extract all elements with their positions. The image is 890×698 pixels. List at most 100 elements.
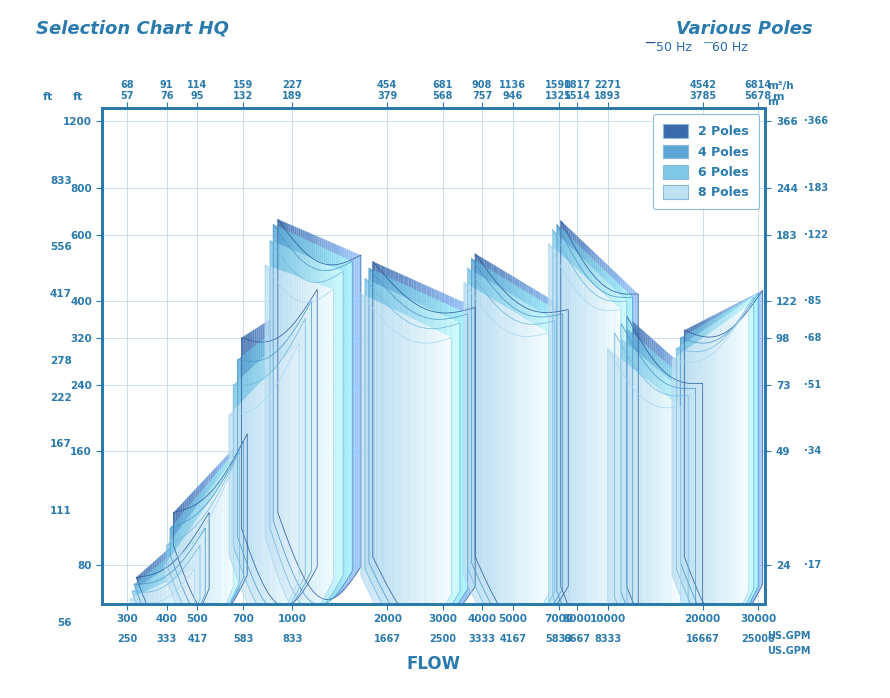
Polygon shape — [408, 299, 410, 637]
Polygon shape — [617, 306, 619, 623]
Polygon shape — [418, 291, 421, 634]
Polygon shape — [140, 593, 141, 630]
Polygon shape — [218, 463, 220, 618]
Polygon shape — [241, 400, 243, 593]
Polygon shape — [231, 467, 233, 591]
Polygon shape — [303, 230, 304, 579]
Text: ·183: ·183 — [805, 183, 829, 193]
Polygon shape — [161, 571, 163, 651]
Polygon shape — [328, 250, 330, 602]
Polygon shape — [627, 283, 628, 630]
Polygon shape — [384, 288, 386, 611]
Polygon shape — [622, 360, 624, 641]
Polygon shape — [174, 533, 176, 588]
Polygon shape — [256, 327, 258, 574]
Polygon shape — [422, 305, 425, 637]
Polygon shape — [453, 320, 455, 603]
Text: 1136: 1136 — [499, 80, 526, 90]
Polygon shape — [496, 266, 498, 604]
Polygon shape — [579, 272, 581, 664]
Polygon shape — [742, 304, 744, 612]
Polygon shape — [179, 505, 181, 566]
Polygon shape — [667, 352, 668, 654]
Polygon shape — [662, 392, 664, 652]
Polygon shape — [327, 265, 328, 602]
Polygon shape — [175, 548, 177, 607]
Polygon shape — [215, 480, 218, 625]
Polygon shape — [501, 276, 504, 623]
Polygon shape — [624, 362, 626, 645]
Polygon shape — [255, 328, 256, 570]
Polygon shape — [636, 325, 638, 616]
Polygon shape — [587, 278, 588, 665]
Polygon shape — [511, 295, 514, 638]
Polygon shape — [169, 547, 171, 640]
Polygon shape — [269, 266, 271, 553]
Polygon shape — [303, 238, 304, 595]
Polygon shape — [197, 534, 198, 614]
Polygon shape — [643, 343, 645, 646]
Polygon shape — [698, 327, 700, 609]
Polygon shape — [269, 371, 271, 625]
Polygon shape — [686, 394, 688, 616]
Polygon shape — [196, 496, 198, 616]
Polygon shape — [232, 409, 234, 570]
Polygon shape — [659, 345, 661, 652]
Polygon shape — [670, 380, 672, 648]
Polygon shape — [286, 320, 287, 610]
Polygon shape — [182, 538, 183, 622]
Polygon shape — [642, 341, 643, 643]
Polygon shape — [186, 497, 188, 585]
Polygon shape — [651, 364, 653, 662]
Polygon shape — [341, 255, 343, 589]
Polygon shape — [651, 349, 652, 655]
Polygon shape — [179, 548, 181, 643]
Polygon shape — [635, 350, 636, 647]
Polygon shape — [620, 337, 622, 616]
Polygon shape — [329, 242, 332, 600]
Polygon shape — [199, 491, 201, 620]
Polygon shape — [545, 330, 546, 602]
Polygon shape — [142, 577, 143, 607]
Polygon shape — [410, 299, 412, 637]
Polygon shape — [439, 313, 441, 623]
Polygon shape — [318, 284, 320, 607]
Polygon shape — [325, 264, 327, 604]
Polygon shape — [396, 272, 399, 604]
Polygon shape — [554, 248, 556, 621]
Polygon shape — [609, 267, 611, 652]
Polygon shape — [174, 521, 175, 570]
Polygon shape — [193, 537, 195, 622]
Polygon shape — [176, 560, 178, 647]
Polygon shape — [158, 565, 159, 639]
Polygon shape — [693, 336, 696, 614]
Polygon shape — [183, 535, 185, 625]
Polygon shape — [310, 301, 312, 574]
Polygon shape — [437, 290, 440, 628]
Polygon shape — [496, 301, 498, 637]
Polygon shape — [303, 279, 304, 617]
Polygon shape — [354, 253, 357, 576]
Polygon shape — [563, 256, 565, 641]
Polygon shape — [204, 516, 206, 602]
Polygon shape — [601, 276, 603, 658]
Polygon shape — [506, 307, 508, 642]
Polygon shape — [297, 276, 299, 616]
Polygon shape — [684, 350, 685, 608]
Polygon shape — [320, 284, 321, 604]
Polygon shape — [150, 563, 152, 617]
Polygon shape — [169, 565, 171, 652]
Polygon shape — [441, 292, 444, 625]
Polygon shape — [588, 246, 590, 647]
Polygon shape — [460, 301, 462, 608]
Polygon shape — [703, 329, 705, 630]
Polygon shape — [246, 371, 247, 585]
Polygon shape — [646, 359, 648, 660]
Polygon shape — [295, 327, 296, 597]
Polygon shape — [147, 573, 149, 620]
Polygon shape — [332, 267, 334, 594]
Polygon shape — [481, 264, 483, 588]
Polygon shape — [465, 313, 468, 593]
Text: ·51: ·51 — [805, 380, 821, 389]
Polygon shape — [544, 314, 546, 610]
